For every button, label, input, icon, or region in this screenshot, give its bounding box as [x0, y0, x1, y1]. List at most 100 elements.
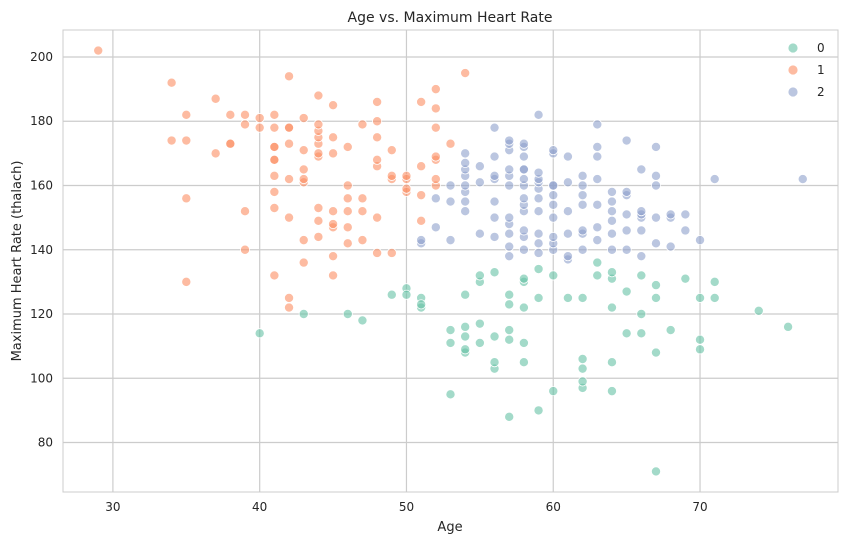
data-point: [650, 292, 661, 303]
data-point: [592, 199, 603, 210]
data-point: [518, 225, 529, 236]
data-point: [504, 325, 515, 336]
data-point: [269, 170, 280, 181]
data-point: [489, 231, 500, 242]
data-point: [606, 215, 617, 226]
data-point: [489, 151, 500, 162]
data-point: [577, 199, 588, 210]
data-point: [504, 411, 515, 422]
data-point: [636, 164, 647, 175]
data-point: [298, 164, 309, 175]
data-point: [298, 235, 309, 246]
data-point: [269, 109, 280, 120]
data-point: [636, 328, 647, 339]
data-point: [284, 212, 295, 223]
data-point: [284, 302, 295, 313]
data-point: [357, 315, 368, 326]
y-tick-label: 80: [38, 436, 53, 450]
data-point: [298, 174, 309, 185]
data-point: [489, 357, 500, 368]
data-point: [430, 103, 441, 114]
data-point: [709, 174, 720, 185]
data-point: [548, 190, 559, 201]
data-point: [636, 270, 647, 281]
data-point: [430, 84, 441, 95]
data-point: [504, 251, 515, 262]
data-point: [328, 219, 339, 230]
y-tick-label: 140: [30, 243, 53, 257]
data-point: [621, 286, 632, 297]
legend-label: 0: [817, 41, 825, 55]
data-point: [401, 183, 412, 194]
data-point: [460, 196, 471, 207]
data-point: [313, 90, 324, 101]
data-point: [518, 138, 529, 149]
data-point: [548, 231, 559, 242]
x-tick-label: 40: [252, 500, 267, 514]
data-point: [181, 193, 192, 204]
plot-background: [62, 29, 839, 493]
data-point: [504, 164, 515, 175]
data-point: [386, 247, 397, 258]
data-point: [460, 206, 471, 217]
data-point: [460, 344, 471, 355]
data-point: [562, 292, 573, 303]
data-point: [225, 138, 236, 149]
data-point: [562, 177, 573, 188]
x-tick-label: 50: [399, 500, 414, 514]
data-point: [328, 100, 339, 111]
data-point: [342, 193, 353, 204]
data-point: [592, 270, 603, 281]
data-point: [342, 206, 353, 217]
data-point: [269, 202, 280, 213]
data-point: [533, 247, 544, 258]
y-tick-label: 200: [30, 50, 53, 64]
data-point: [460, 331, 471, 342]
data-point: [695, 292, 706, 303]
data-point: [372, 247, 383, 258]
data-point: [621, 328, 632, 339]
legend: 0 1 2: [787, 41, 825, 99]
data-point: [284, 138, 295, 149]
data-point: [298, 113, 309, 124]
data-point: [592, 119, 603, 130]
data-point: [533, 292, 544, 303]
data-point: [518, 357, 529, 368]
data-point: [386, 145, 397, 156]
data-point: [533, 228, 544, 239]
data-point: [240, 244, 251, 255]
data-point: [650, 347, 661, 358]
x-tick-label: 70: [692, 500, 707, 514]
data-point: [489, 122, 500, 133]
data-point: [210, 93, 221, 104]
data-point: [606, 244, 617, 255]
data-point: [621, 135, 632, 146]
data-point: [416, 190, 427, 201]
data-point: [313, 148, 324, 159]
data-point: [372, 116, 383, 127]
data-point: [562, 251, 573, 262]
data-point: [592, 222, 603, 233]
data-point: [665, 209, 676, 220]
data-point: [650, 141, 661, 152]
legend-marker: [787, 86, 799, 98]
data-point: [269, 141, 280, 152]
data-point: [709, 276, 720, 287]
data-point: [460, 158, 471, 169]
data-point: [606, 386, 617, 397]
data-point: [445, 138, 456, 149]
data-point: [636, 309, 647, 320]
data-point: [592, 235, 603, 246]
data-point: [489, 267, 500, 278]
y-tick-label: 180: [30, 114, 53, 128]
data-point: [650, 170, 661, 181]
data-point: [562, 151, 573, 162]
data-point: [548, 270, 559, 281]
data-point: [313, 119, 324, 130]
series-0: [254, 257, 794, 477]
data-point: [240, 109, 251, 120]
data-point: [284, 122, 295, 133]
data-point: [357, 193, 368, 204]
data-point: [372, 154, 383, 165]
